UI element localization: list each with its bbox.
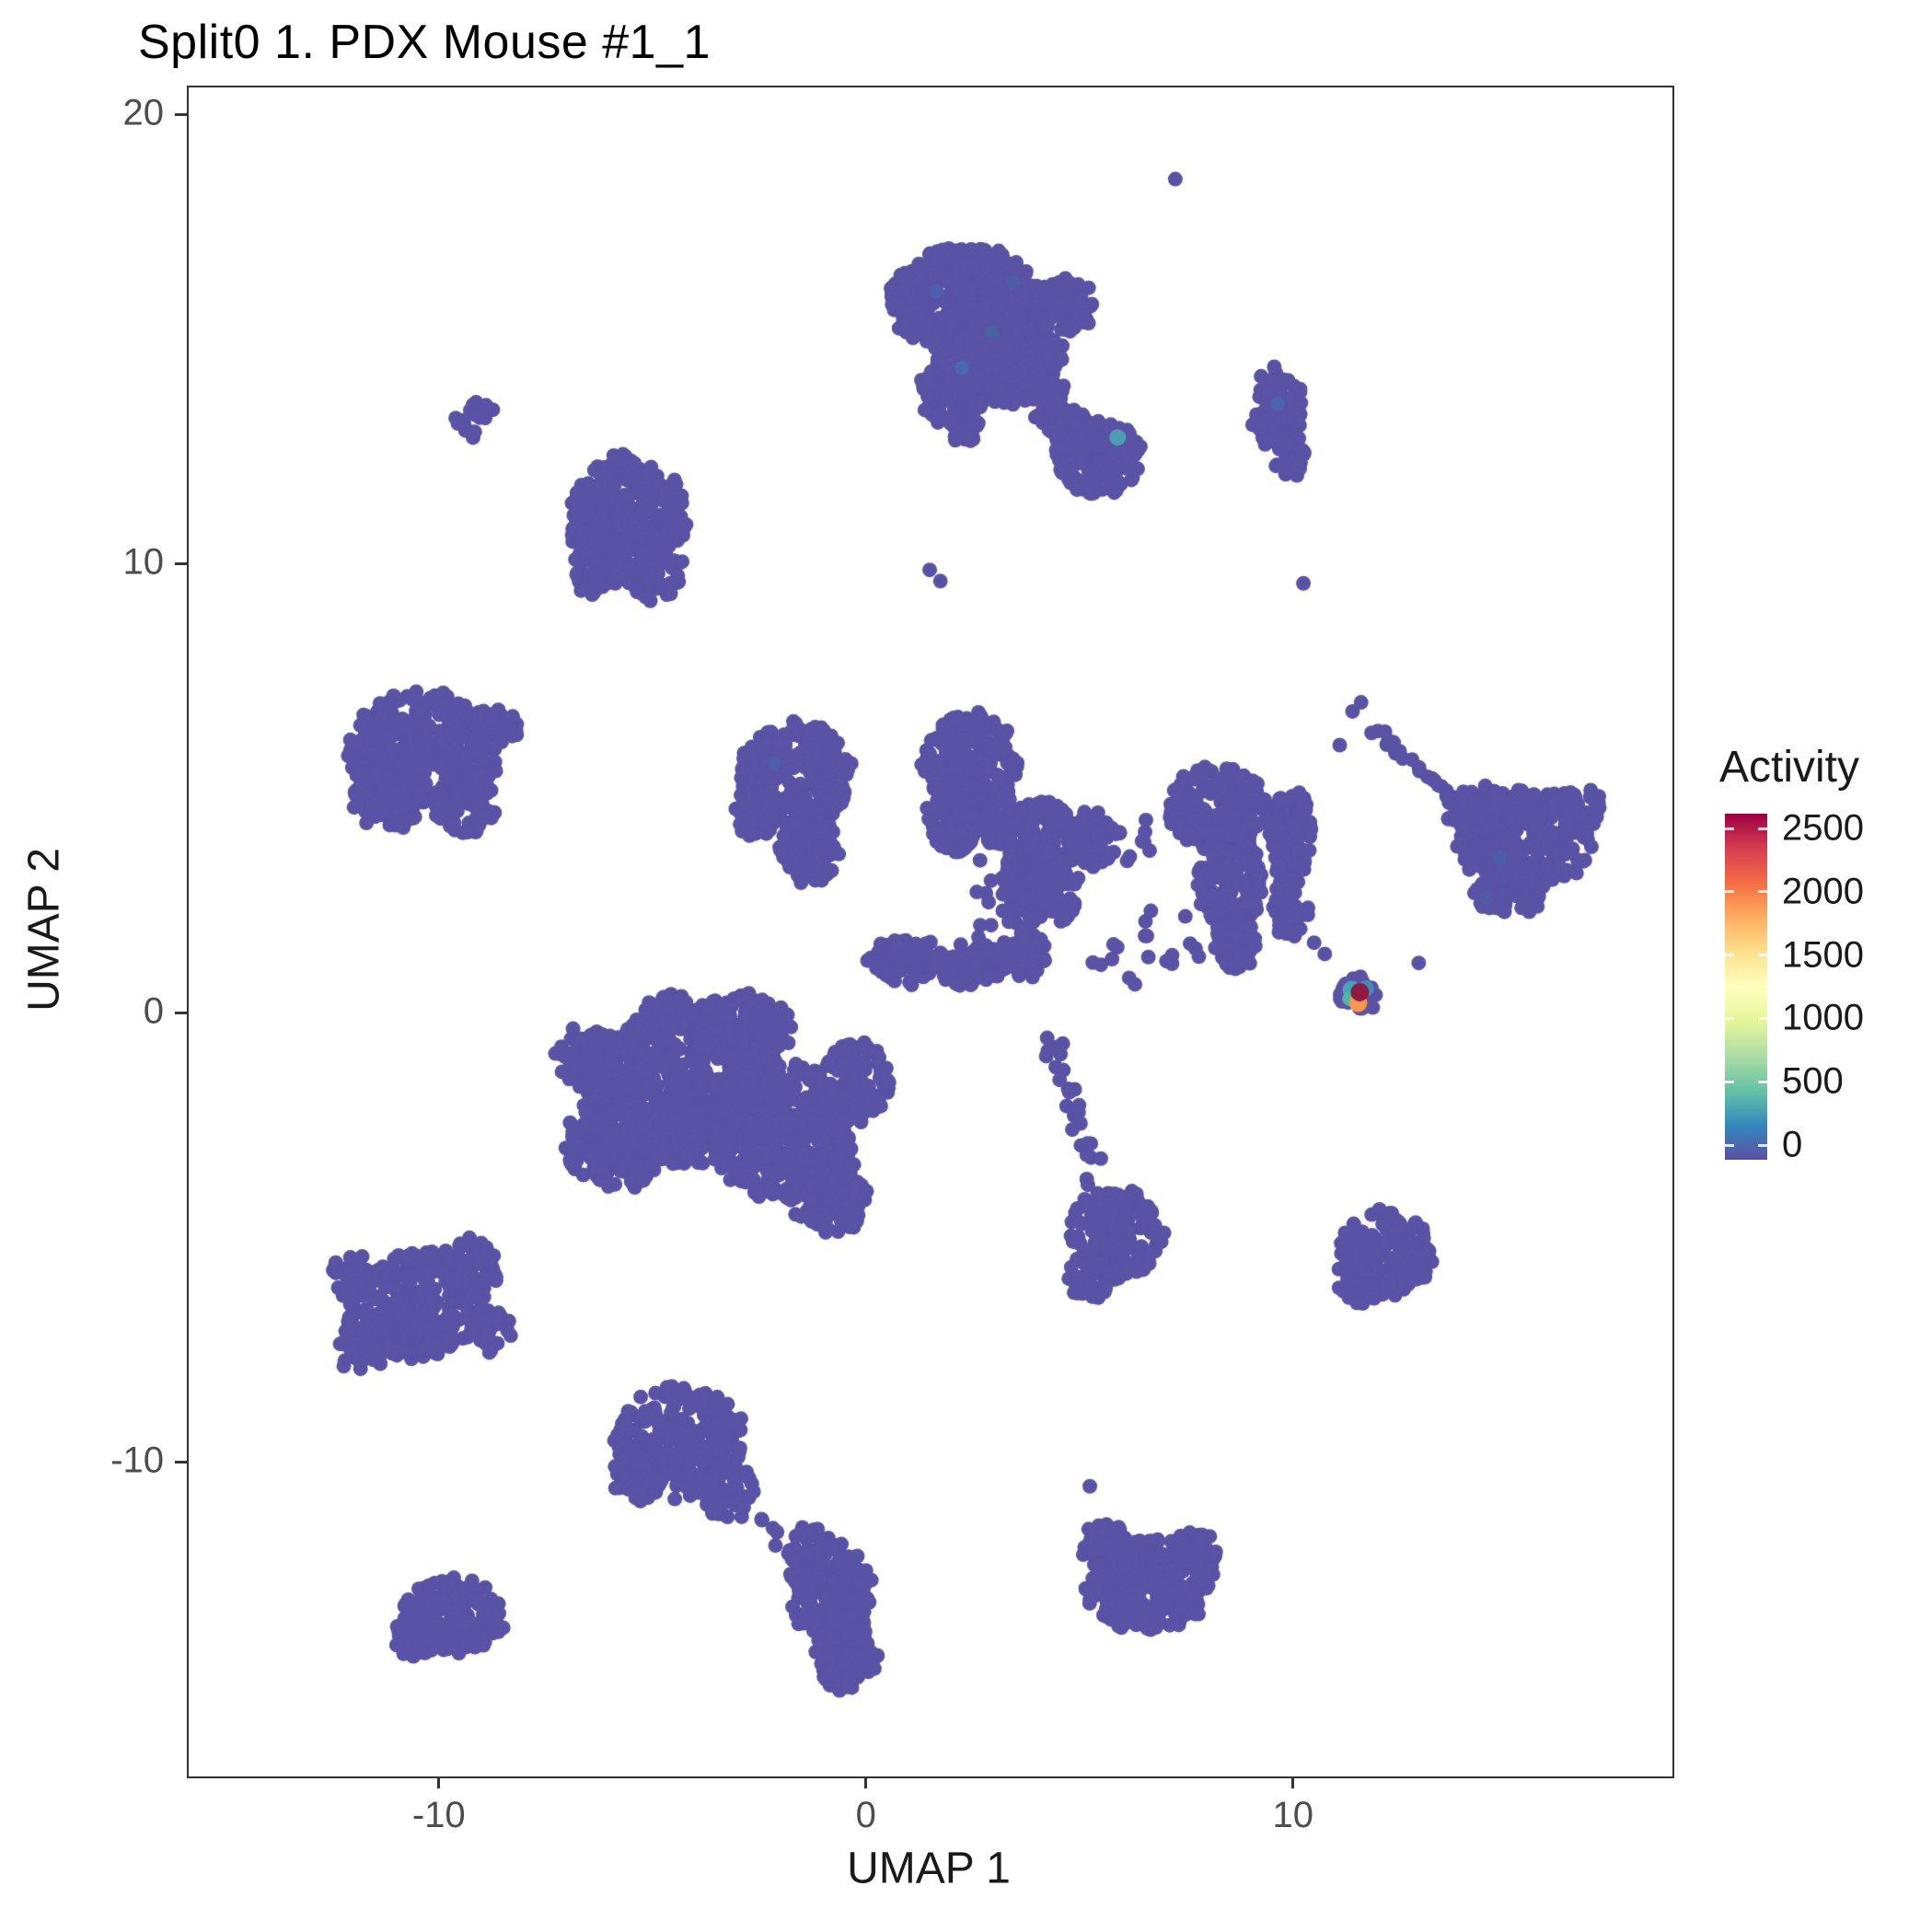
legend-bar-tick (1758, 1143, 1767, 1147)
legend-bar-tick (1758, 890, 1767, 894)
y-tick-label: 20 (122, 92, 165, 133)
x-tick-mark (437, 1776, 441, 1788)
legend-bar-tick (1758, 1080, 1767, 1083)
legend-bar-tick (1758, 1016, 1767, 1020)
y-tick-mark (175, 561, 187, 565)
x-axis-title: UMAP 1 (847, 1844, 1011, 1893)
x-tick-mark (1291, 1776, 1295, 1788)
legend-bar-tick (1725, 890, 1734, 894)
y-tick-mark (175, 1011, 187, 1014)
legend-tick-label: 2000 (1782, 871, 1864, 912)
x-tick-mark (864, 1776, 868, 1788)
legend-bar-tick (1725, 1143, 1734, 1147)
y-axis-title: UMAP 2 (19, 848, 69, 1012)
legend-tick-label: 0 (1782, 1124, 1803, 1165)
legend-bar-tick (1725, 827, 1734, 830)
legend-tick-label: 500 (1782, 1060, 1844, 1102)
y-tick-mark (175, 112, 187, 116)
legend-tick-label: 2500 (1782, 807, 1864, 849)
legend-bar-tick (1725, 954, 1734, 957)
y-tick-mark (175, 1460, 187, 1463)
legend-tick-label: 1000 (1782, 997, 1864, 1038)
legend-bar-tick (1758, 954, 1767, 957)
legend-tick-label: 1500 (1782, 934, 1864, 976)
legend-colorbar (1725, 814, 1767, 1160)
x-tick-label: 0 (855, 1795, 876, 1835)
x-tick-label: 10 (1272, 1795, 1314, 1835)
legend-bar-tick (1725, 1080, 1734, 1083)
y-tick-label: -10 (110, 1440, 164, 1481)
x-tick-label: -10 (411, 1795, 466, 1835)
legend-bar-tick (1758, 827, 1767, 830)
legend: Activity 0 500 1000 1500 2000 2500 (1703, 736, 1932, 1215)
scatter-canvas (189, 87, 1672, 1776)
y-tick-label: 0 (143, 990, 164, 1032)
legend-title: Activity (1719, 743, 1860, 792)
plot-panel (187, 86, 1674, 1778)
plot-title: Split0 1. PDX Mouse #1_1 (138, 16, 711, 69)
legend-bar-tick (1725, 1016, 1734, 1020)
y-tick-label: 10 (122, 541, 165, 583)
